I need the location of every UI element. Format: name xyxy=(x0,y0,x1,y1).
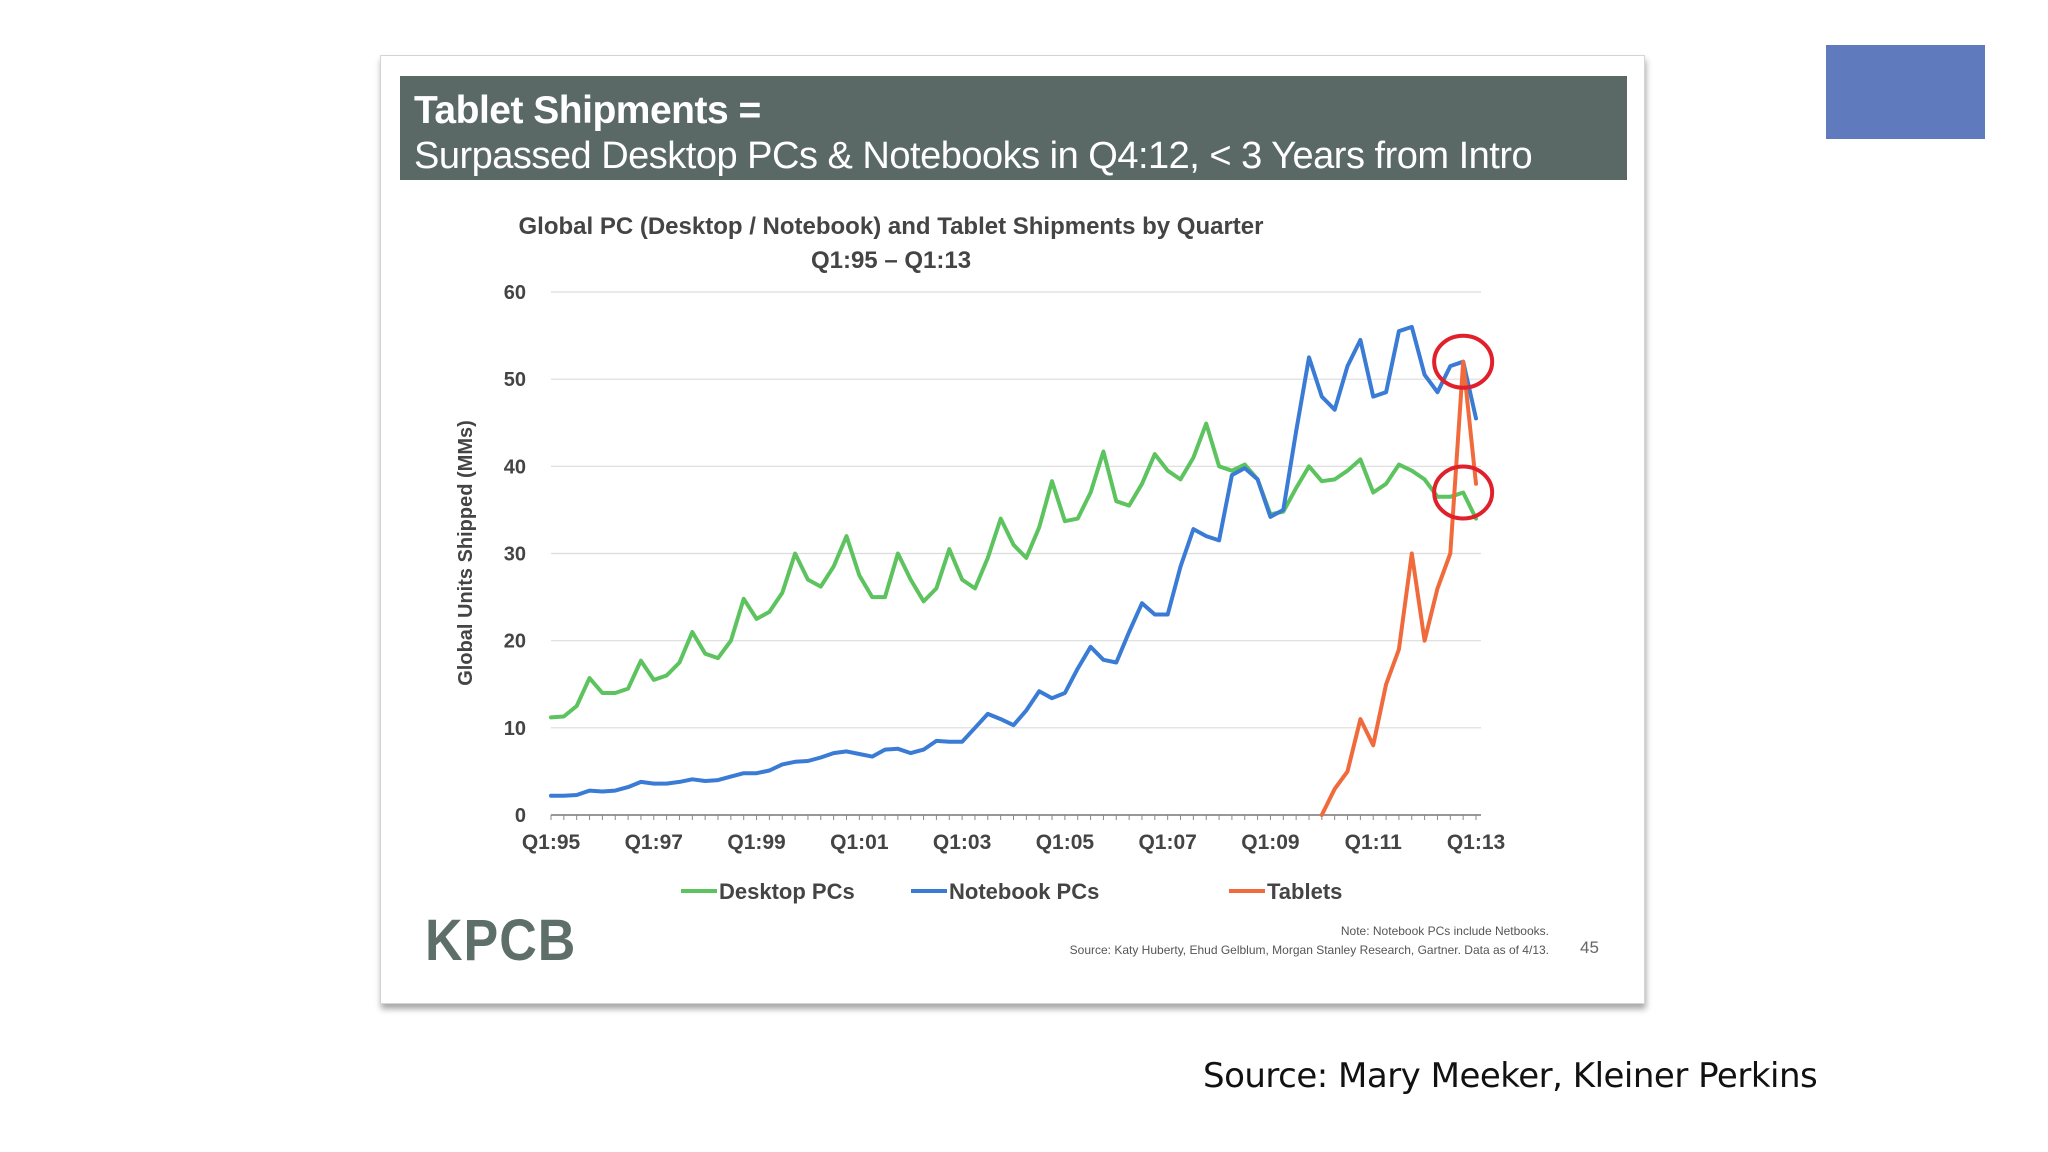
banner-title: Tablet Shipments = xyxy=(414,89,761,132)
x-tick-label: Q1:11 xyxy=(1345,831,1403,854)
highlight-circle-notebook xyxy=(1432,333,1495,390)
corner-decoration xyxy=(1826,45,1985,139)
legend-label-tablets: Tablets xyxy=(1267,879,1342,904)
series-line-desktop-pcs xyxy=(549,421,1478,720)
series-line-tablets xyxy=(1319,359,1478,817)
y-axis-label: Global Units Shipped (MMs) xyxy=(455,420,477,686)
chart-subtitle: Q1:95 – Q1:13 xyxy=(811,247,971,274)
shipments-chart: Global PC (Desktop / Notebook) and Table… xyxy=(455,213,1505,904)
y-tick-label: 60 xyxy=(504,282,526,304)
x-tick-label: Q1:09 xyxy=(1241,831,1299,854)
legend-label-notebook-pcs: Notebook PCs xyxy=(949,879,1099,904)
page-number: 45 xyxy=(1580,938,1599,957)
x-tick-label: Q1:99 xyxy=(727,831,785,854)
slide-banner: Tablet Shipments = Surpassed Desktop PCs… xyxy=(400,76,1627,180)
x-tick-label: Q1:05 xyxy=(1036,831,1095,854)
y-tick-label: 30 xyxy=(504,544,526,566)
y-tick-label: 40 xyxy=(504,456,526,478)
source-caption: Source: Mary Meeker, Kleiner Perkins xyxy=(1203,1056,1818,1096)
y-tick-label: 20 xyxy=(504,631,526,653)
banner-subtitle: Surpassed Desktop PCs & Notebooks in Q4:… xyxy=(414,135,1533,177)
x-tick-label: Q1:07 xyxy=(1138,831,1196,854)
x-tick-label: Q1:01 xyxy=(830,831,889,854)
legend-label-desktop-pcs: Desktop PCs xyxy=(719,879,855,904)
x-tick-label: Q1:95 xyxy=(522,831,581,854)
chart-title: Global PC (Desktop / Notebook) and Table… xyxy=(519,213,1264,240)
highlight-circle-desktop xyxy=(1432,464,1495,521)
series-line-notebook-pcs xyxy=(549,324,1478,798)
kpcb-logo: KPCB xyxy=(425,908,577,974)
chart-note: Note: Notebook PCs include Netbooks. xyxy=(1340,924,1549,938)
y-tick-label: 10 xyxy=(504,718,526,740)
x-tick-label: Q1:97 xyxy=(625,831,683,854)
y-tick-label: 0 xyxy=(515,805,526,827)
embedded-slide: Tablet Shipments = Surpassed Desktop PCs… xyxy=(380,55,1645,1004)
x-tick-label: Q1:03 xyxy=(933,831,991,854)
x-tick-label: Q1:13 xyxy=(1447,831,1505,854)
y-tick-label: 50 xyxy=(504,369,526,391)
chart-source: Source: Katy Huberty, Ehud Gelblum, Morg… xyxy=(1069,943,1549,957)
